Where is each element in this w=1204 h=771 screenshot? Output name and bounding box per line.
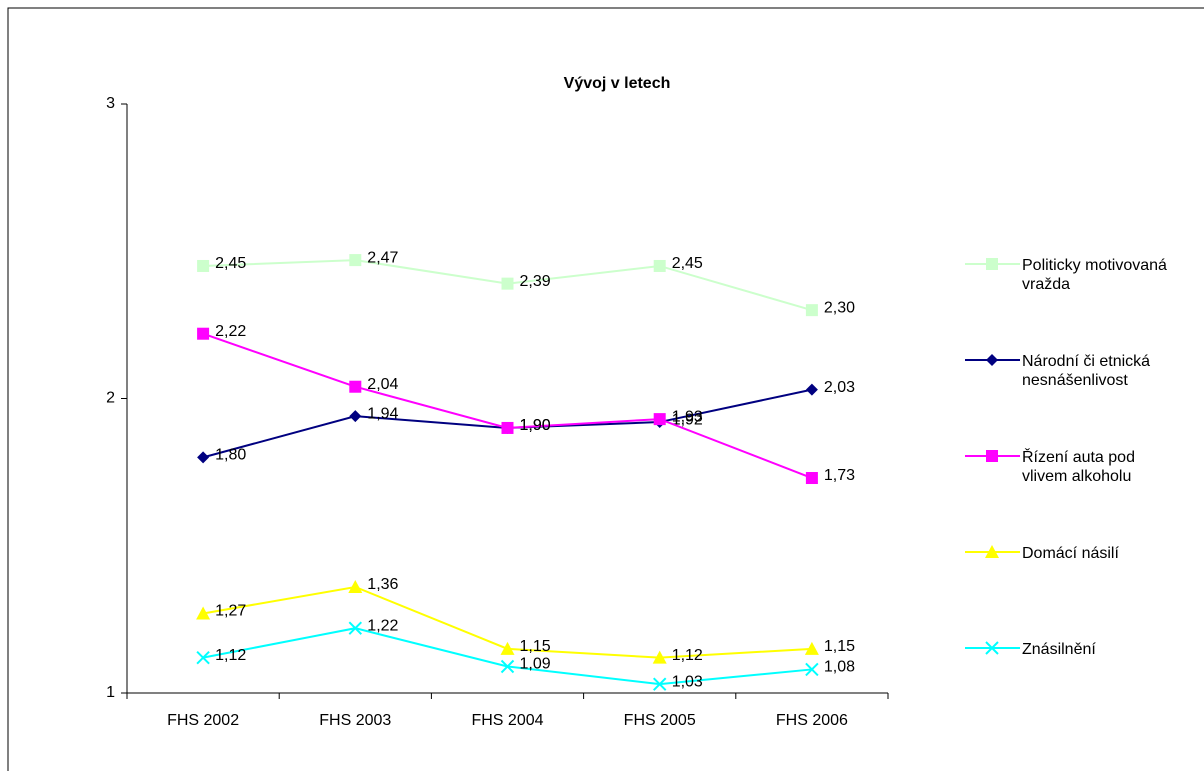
marker (348, 579, 363, 593)
marker (349, 254, 362, 267)
data-label: 1,92 (672, 411, 703, 428)
marker (500, 641, 515, 655)
data-label: 2,04 (367, 376, 398, 393)
data-label: 1,36 (367, 576, 398, 593)
marker (805, 472, 818, 485)
marker (197, 451, 210, 464)
data-label: 1,15 (824, 638, 855, 655)
marker (985, 545, 999, 558)
marker (501, 421, 514, 434)
marker (348, 621, 363, 635)
data-label: 1,12 (672, 647, 703, 664)
marker (804, 641, 819, 655)
series-line (202, 332, 813, 479)
chart-title: Vývoj v letech (564, 75, 671, 92)
legend-entry: Řízení auta pod vlivem alkoholu (1022, 449, 1135, 485)
data-label: 1,09 (520, 656, 551, 673)
data-label: 1,73 (824, 467, 855, 484)
marker (985, 641, 999, 655)
marker (653, 413, 666, 426)
marker (986, 354, 998, 366)
marker (196, 606, 211, 620)
legend-entry: Domácí násilí (1022, 545, 1119, 562)
data-label: 1,12 (215, 647, 246, 664)
marker (196, 650, 210, 665)
marker (986, 450, 998, 462)
data-label: 1,93 (672, 408, 703, 425)
marker (197, 327, 210, 340)
marker (197, 259, 210, 272)
data-label: 1,15 (520, 638, 551, 655)
marker (349, 410, 362, 423)
data-label: 1,08 (824, 659, 855, 676)
data-label: 1,90 (520, 417, 551, 434)
y-tick-label: 1 (106, 684, 115, 701)
marker (652, 650, 667, 664)
data-label: 1,03 (672, 673, 703, 690)
marker (652, 677, 667, 691)
data-label: 1,94 (367, 405, 398, 422)
x-tick-label: FHS 2003 (319, 712, 391, 729)
data-label: 2,30 (824, 299, 855, 316)
x-tick-label: FHS 2004 (471, 712, 543, 729)
data-label: 1,80 (215, 447, 246, 464)
marker (501, 277, 514, 290)
marker (500, 659, 515, 674)
y-tick-label: 3 (106, 95, 115, 112)
y-tick-label: 2 (106, 390, 115, 407)
series-line (202, 627, 812, 686)
x-tick-label: FHS 2002 (167, 712, 239, 729)
legend-entry: Národní či etnická nesnášenlivost (1022, 353, 1151, 389)
chart-frame (7, 7, 1204, 771)
x-tick-label: FHS 2006 (776, 712, 848, 729)
x-tick-label: FHS 2005 (624, 712, 696, 729)
marker (805, 383, 818, 396)
data-label: 2,47 (367, 249, 398, 266)
data-label: 2,45 (215, 255, 246, 272)
data-label: 2,45 (672, 255, 703, 272)
data-label: 1,27 (215, 603, 246, 620)
data-label: 2,22 (215, 323, 246, 340)
marker (653, 259, 666, 272)
marker (986, 258, 998, 270)
marker (805, 304, 818, 317)
data-label: 2,03 (824, 379, 855, 396)
data-label: 2,39 (520, 273, 551, 290)
data-label: 1,22 (367, 617, 398, 634)
legend-entry: Znásilnění (1022, 641, 1096, 658)
marker (349, 380, 362, 393)
marker (805, 662, 819, 677)
legend-entry: Politicky motivovaná vražda (1022, 257, 1167, 293)
